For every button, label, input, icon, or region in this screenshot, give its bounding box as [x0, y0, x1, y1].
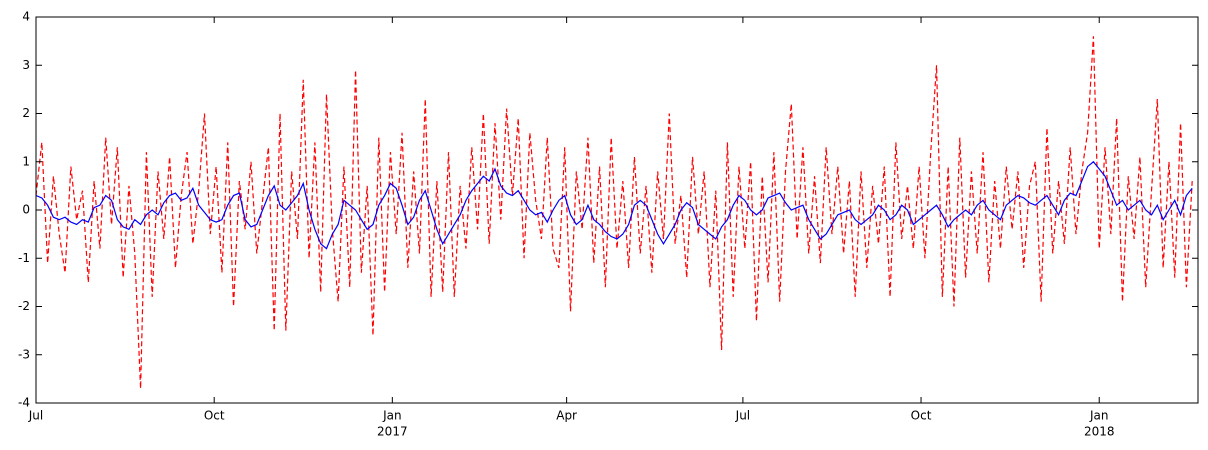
x-tick-label: Oct: [204, 409, 225, 423]
y-tick-label: -1: [18, 251, 30, 265]
x-tick-label: Jul: [28, 409, 43, 423]
plot-frame: [35, 16, 1199, 404]
y-tick-label: -2: [18, 299, 30, 313]
y-tick-label: 4: [22, 10, 30, 24]
x-tick-label: Jan: [1089, 409, 1109, 423]
x-tick-year: 2018: [1084, 425, 1115, 439]
y-tick-label: -3: [18, 347, 30, 361]
y-tick-label: 2: [22, 106, 30, 120]
x-tick-label: Apr: [556, 409, 577, 423]
x-tick-label: Jul: [735, 409, 750, 423]
x-tick-label: Jan: [382, 409, 402, 423]
x-tick-label: Oct: [911, 409, 932, 423]
y-tick-label: 3: [22, 58, 30, 72]
y-tick-label: 1: [22, 154, 30, 168]
x-tick-year: 2017: [377, 425, 408, 439]
line-series: [36, 36, 1193, 389]
y-tick-label: -4: [18, 396, 30, 410]
y-tick-label: 0: [22, 203, 30, 217]
line-series: [36, 160, 1193, 250]
